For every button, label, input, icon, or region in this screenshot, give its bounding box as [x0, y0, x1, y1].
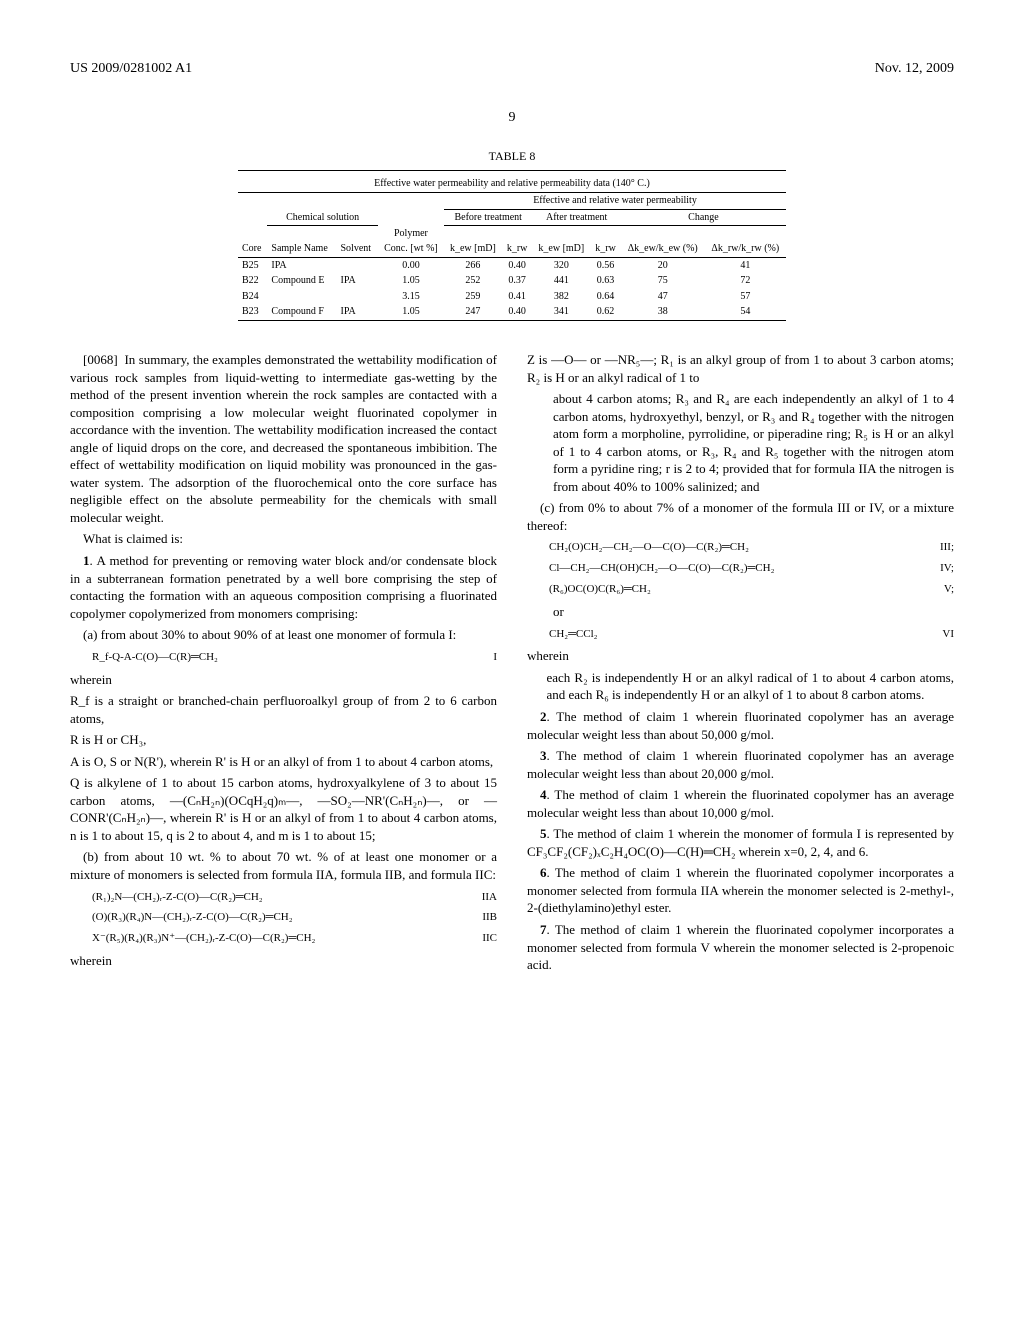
group-polymer: Polymer	[378, 226, 444, 242]
paragraph-0068: [0068] In summary, the examples demonstr…	[70, 351, 497, 526]
table-row: B22 Compound E IPA 1.05 252 0.37 441 0.6…	[238, 273, 786, 289]
col-dk1: Δk_ew/k_ew (%)	[621, 241, 705, 257]
table-8: TABLE 8 Effective water permeability and…	[238, 148, 786, 321]
formula-V: (R₆)OC(O)C(R₆)═CH₂ V;	[549, 582, 954, 597]
a-line: A is O, S or N(R'), wherein R' is H or a…	[70, 753, 497, 771]
para-number: [0068]	[83, 352, 118, 367]
claim-4: 4. The method of claim 1 wherein the flu…	[527, 786, 954, 821]
formula-IV: Cl—CH₂—CH(OH)CH₂—O—C(O)—C(R₂)═CH₂ IV;	[549, 561, 954, 576]
table-title: Effective water permeability and relativ…	[238, 170, 786, 193]
rf-line: R_f is a straight or branched-chain perf…	[70, 692, 497, 727]
claim-number: 2	[540, 709, 547, 724]
formula-IIA: (R₁)₂N—(CH₂)ᵣ-Z-C(O)—C(R₂)═CH₂ IIA	[92, 890, 497, 905]
body-columns: [0068] In summary, the examples demonstr…	[70, 351, 954, 976]
claim-1c: (c) from 0% to about 7% of a monomer of …	[527, 499, 954, 534]
table-row: B24 3.15 259 0.41 382 0.64 47 57	[238, 289, 786, 305]
q-line: Q is alkylene of 1 to about 15 carbon at…	[70, 774, 497, 844]
page-header: US 2009/0281002 A1 Nov. 12, 2009	[70, 60, 954, 79]
z-line: Z is —O— or —NR₅—; R₁ is an alkyl group …	[527, 351, 954, 386]
claim-number: 3	[540, 748, 547, 763]
table-caption: TABLE 8	[238, 148, 786, 164]
group-before: Before treatment	[444, 209, 532, 226]
group-after: After treatment	[532, 209, 620, 226]
formula-III: CH₂(O)CH₂—CH₂—O—C(O)—C(R₂)═CH₂ III;	[549, 540, 954, 555]
header-right: Nov. 12, 2009	[875, 60, 954, 79]
header-left: US 2009/0281002 A1	[70, 60, 192, 79]
table-row: B23 Compound F IPA 1.05 247 0.40 341 0.6…	[238, 304, 786, 320]
col-krwa: k_rw	[590, 241, 621, 257]
col-kewb: k_ew [mD]	[444, 241, 502, 257]
formula-VI: CH₂═CCl₂ VI	[549, 627, 954, 642]
col-kewa: k_ew [mD]	[532, 241, 590, 257]
claim-number: 6	[540, 865, 547, 880]
claim-number: 1	[83, 553, 90, 568]
col-solvent: Solvent	[337, 241, 378, 257]
wherein-2: wherein	[70, 952, 497, 970]
claim-1b: (b) from about 10 wt. % to about 70 wt. …	[70, 848, 497, 883]
formula-IIC: X⁻(R₅)(R₄)(R₃)N⁺—(CH₂)ᵣ-Z-C(O)—C(R₂)═CH₂…	[92, 931, 497, 946]
claim-1: 1. A method for preventing or removing w…	[70, 552, 497, 622]
group-eff-rel: Effective and relative water permeabilit…	[444, 193, 786, 210]
col2-continuation: about 4 carbon atoms; R₃ and R₄ are each…	[553, 390, 954, 495]
claim-7: 7. The method of claim 1 wherein the flu…	[527, 921, 954, 974]
r-line: R is H or CH₃,	[70, 731, 497, 749]
claim-number: 7	[540, 922, 547, 937]
r2r6-line: each R₂ is independently H or an alkyl r…	[547, 669, 955, 704]
col-dk2: Δk_rw/k_rw (%)	[705, 241, 786, 257]
page-number: 9	[70, 109, 954, 128]
col-krwb: k_rw	[502, 241, 533, 257]
col-conc: Conc. [wt %]	[378, 241, 444, 257]
table-row: B25 IPA 0.00 266 0.40 320 0.56 20 41	[238, 257, 786, 273]
claims-intro: What is claimed is:	[70, 530, 497, 548]
wherein-3: wherein	[527, 647, 954, 665]
claim-1a: (a) from about 30% to about 90% of at le…	[70, 626, 497, 644]
col-sample: Sample Name	[267, 241, 336, 257]
formula-IIB: (O)(R₃)(R₄)N—(CH₂)ᵣ-Z-C(O)—C(R₂)═CH₂ IIB	[92, 910, 497, 925]
claim-3: 3. The method of claim 1 wherein fluorin…	[527, 747, 954, 782]
col-core: Core	[238, 241, 267, 257]
claim-2: 2. The method of claim 1 wherein fluorin…	[527, 708, 954, 743]
claim-number: 5	[540, 826, 547, 841]
group-change: Change	[621, 209, 786, 226]
group-chem: Chemical solution	[267, 209, 377, 226]
claim-number: 4	[540, 787, 547, 802]
claim-5: 5. The method of claim 1 wherein the mon…	[527, 825, 954, 860]
formula-I: R_f-Q-A-C(O)—C(R)═CH₂ I	[92, 650, 497, 665]
claim-6: 6. The method of claim 1 wherein the flu…	[527, 864, 954, 917]
or-text: or	[553, 603, 954, 621]
wherein-1: wherein	[70, 671, 497, 689]
